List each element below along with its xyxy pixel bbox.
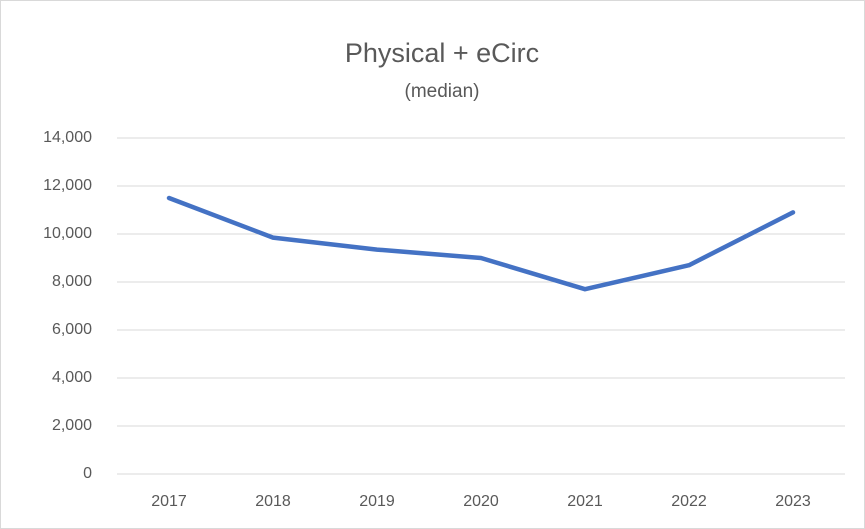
y-tick-label: 10,000 <box>43 225 92 242</box>
x-tick-label: 2018 <box>255 493 291 510</box>
y-tick-label: 6,000 <box>52 321 92 338</box>
x-tick-label: 2023 <box>775 493 811 510</box>
x-tick-label: 2021 <box>567 493 603 510</box>
chart-title: Physical + eCirc <box>345 38 539 68</box>
data-line <box>166 195 796 292</box>
y-tick-label: 2,000 <box>52 417 92 434</box>
y-tick-label: 0 <box>83 465 92 482</box>
chart-subtitle: (median) <box>405 81 480 102</box>
x-tick-label: 2022 <box>671 493 707 510</box>
x-tick-label: 2017 <box>151 493 187 510</box>
y-tick-label: 8,000 <box>52 273 92 290</box>
y-tick-label: 4,000 <box>52 369 92 386</box>
y-tick-label: 14,000 <box>43 129 92 146</box>
x-tick-label: 2020 <box>463 493 499 510</box>
y-tick-label: 12,000 <box>43 177 92 194</box>
x-tick-label: 2019 <box>359 493 395 510</box>
